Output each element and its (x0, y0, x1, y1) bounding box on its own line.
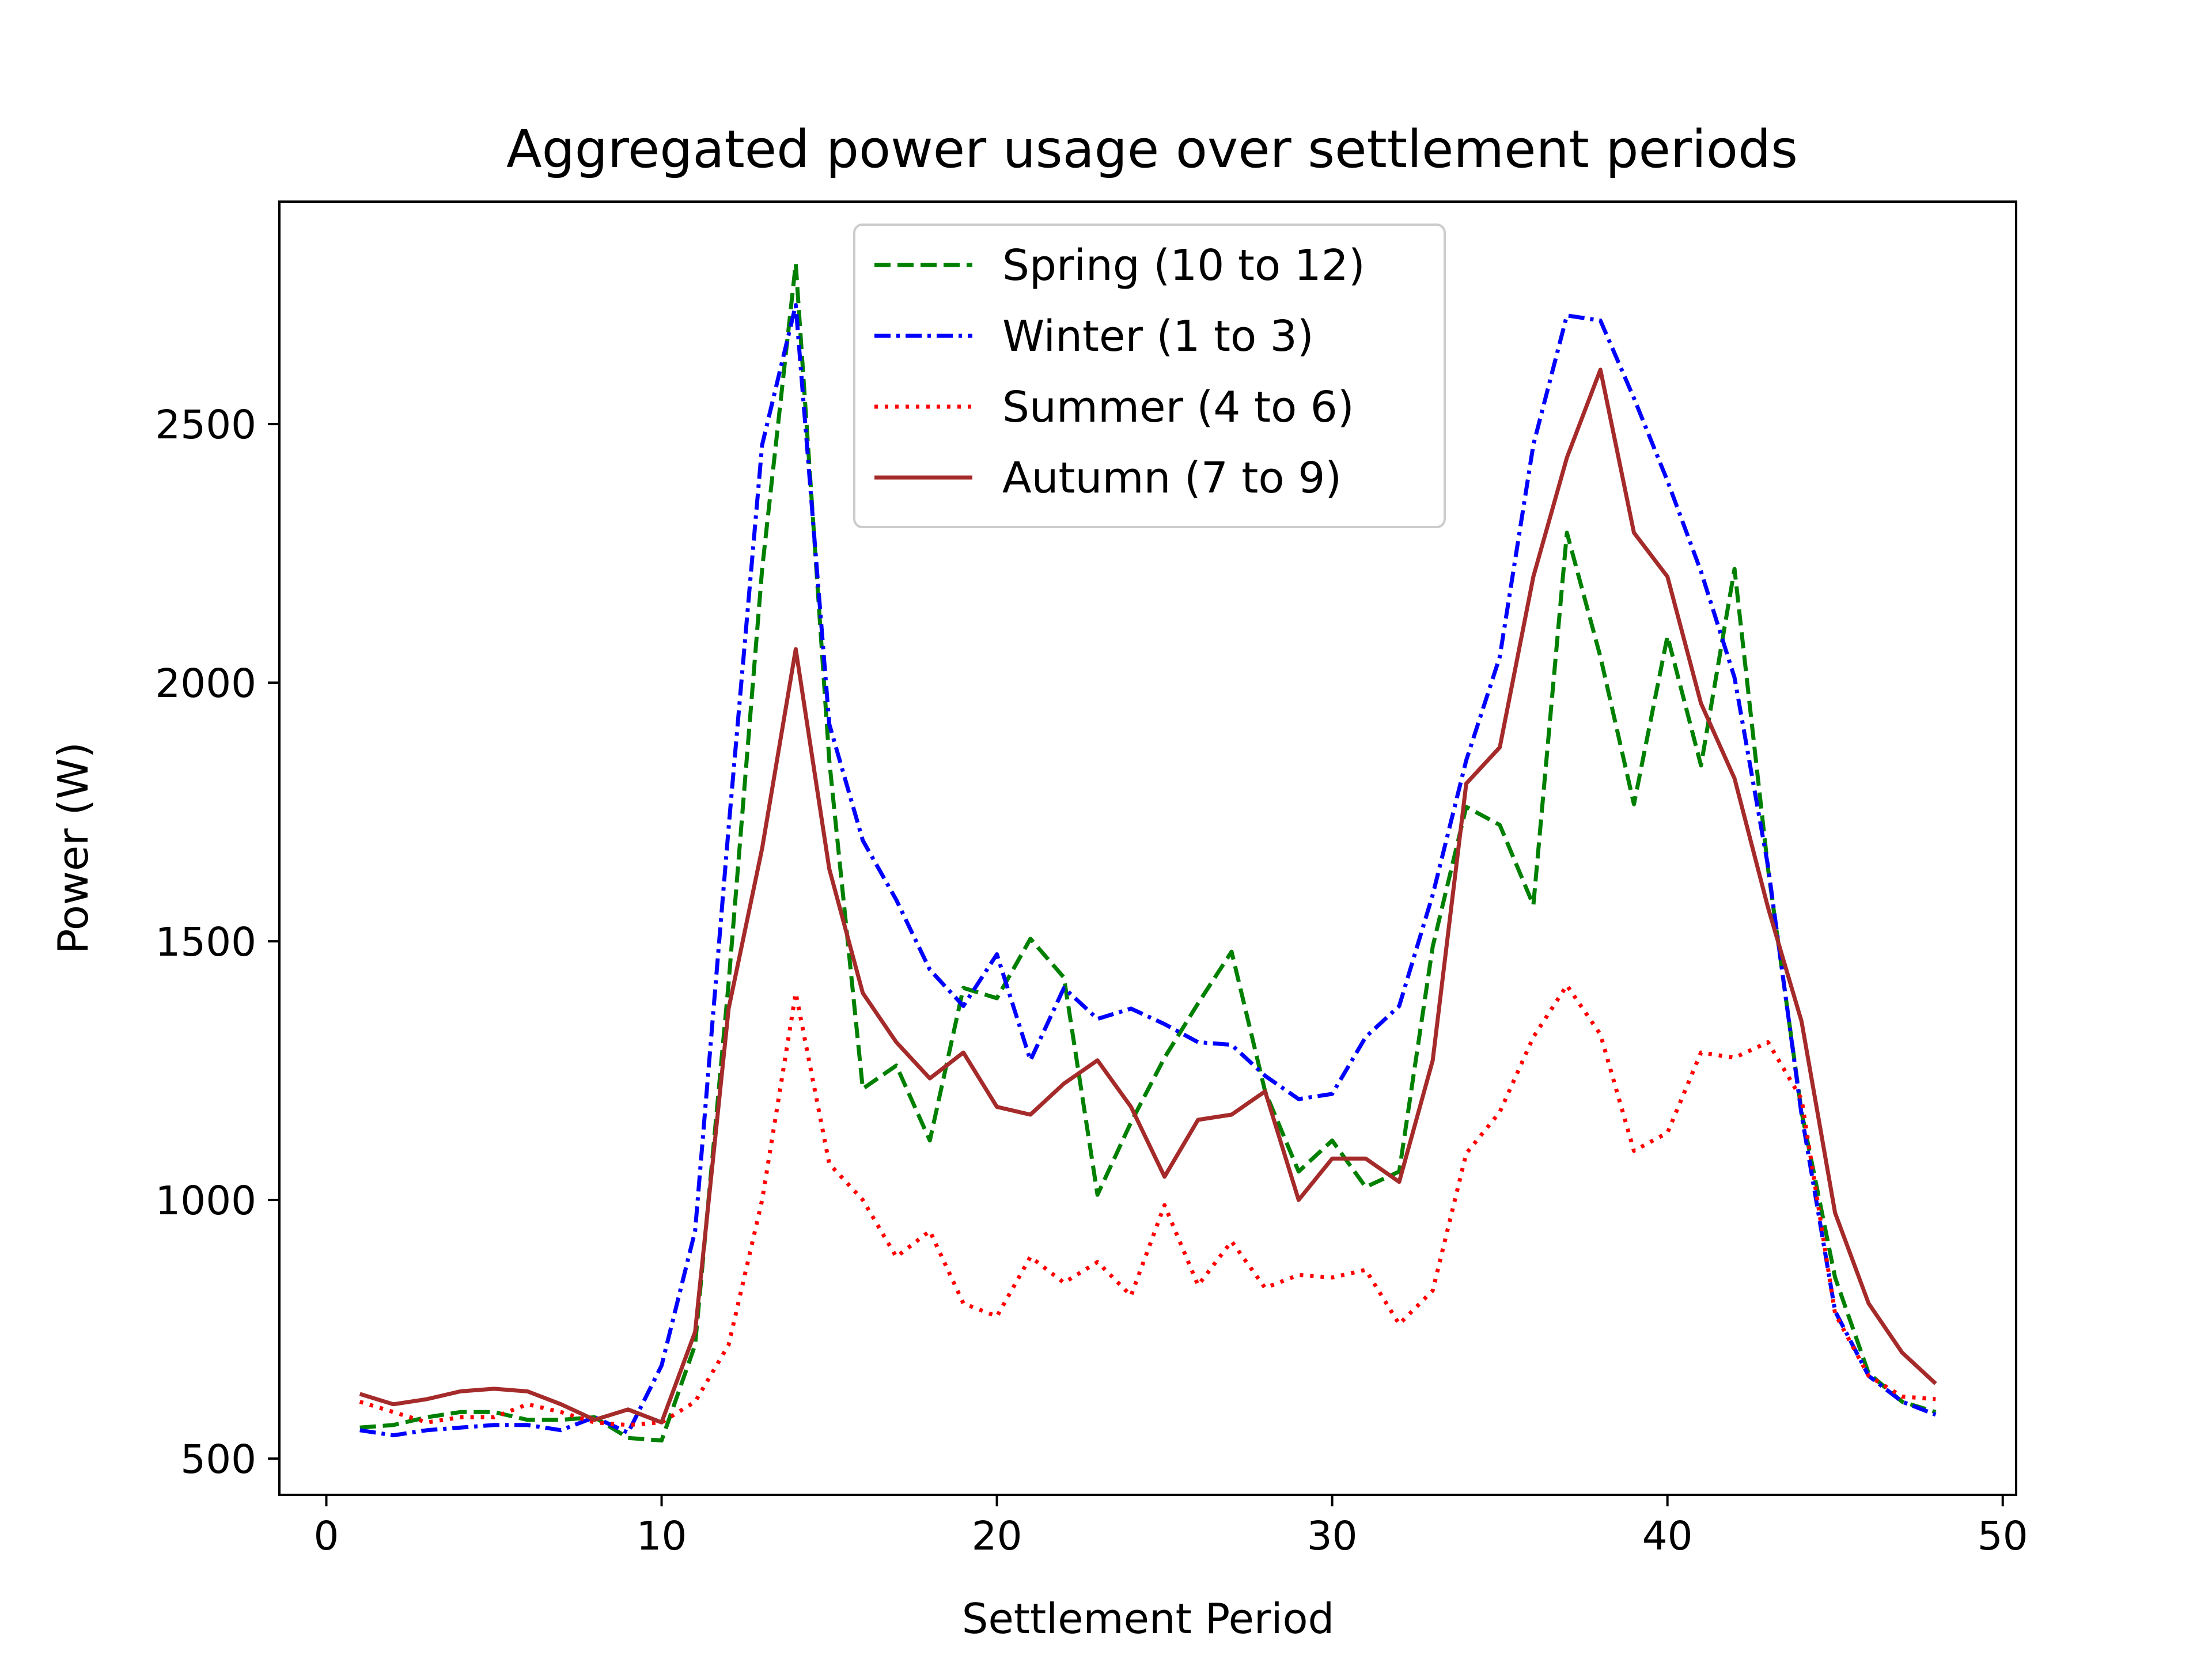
y-tick-label: 500 (180, 1437, 256, 1483)
series-line-3 (359, 983, 1936, 1427)
y-tick-label: 1500 (155, 919, 256, 965)
x-axis-label: Settlement Period (962, 1594, 1334, 1643)
chart-title: Aggregated power usage over settlement p… (506, 119, 1798, 180)
series-layer (359, 262, 1937, 1443)
legend-item: Winter (1 to 3) (874, 312, 1314, 361)
x-tick-label: 20 (972, 1513, 1022, 1559)
y-axis-ticks: 500 1000 1500 2000 2500 (155, 402, 279, 1483)
x-axis-ticks: 0 10 20 30 40 50 (314, 1495, 2028, 1559)
y-tick-label: 1000 (155, 1178, 256, 1224)
x-tick-label: 0 (314, 1513, 339, 1559)
x-tick-label: 50 (1978, 1513, 2028, 1559)
x-tick-label: 40 (1642, 1513, 1693, 1559)
legend-box (853, 224, 1446, 528)
x-tick-label: 10 (637, 1513, 687, 1559)
series-line-2 (359, 303, 1937, 1438)
x-tick-label: 30 (1307, 1513, 1358, 1559)
legend-label: Summer (4 to 6) (1002, 382, 1354, 432)
legend-label: Winter (1 to 3) (1002, 312, 1314, 361)
y-tick-label: 2500 (155, 402, 256, 448)
series-line-4 (359, 368, 1937, 1425)
legend: Spring (10 to 12) Winter (1 to 3) Summer (… (853, 224, 1446, 528)
legend-label: Autumn (7 to 9) (1002, 453, 1342, 503)
y-axis-label: Power (W) (49, 742, 97, 954)
legend-item: Summer (4 to 6) (874, 382, 1354, 432)
series-line-1 (359, 262, 1937, 1443)
y-tick-label: 2000 (155, 661, 256, 707)
legend-item: Autumn (7 to 9) (874, 453, 1342, 503)
legend-item: Spring (10 to 12) (874, 241, 1365, 290)
legend-label: Spring (10 to 12) (1002, 241, 1365, 290)
